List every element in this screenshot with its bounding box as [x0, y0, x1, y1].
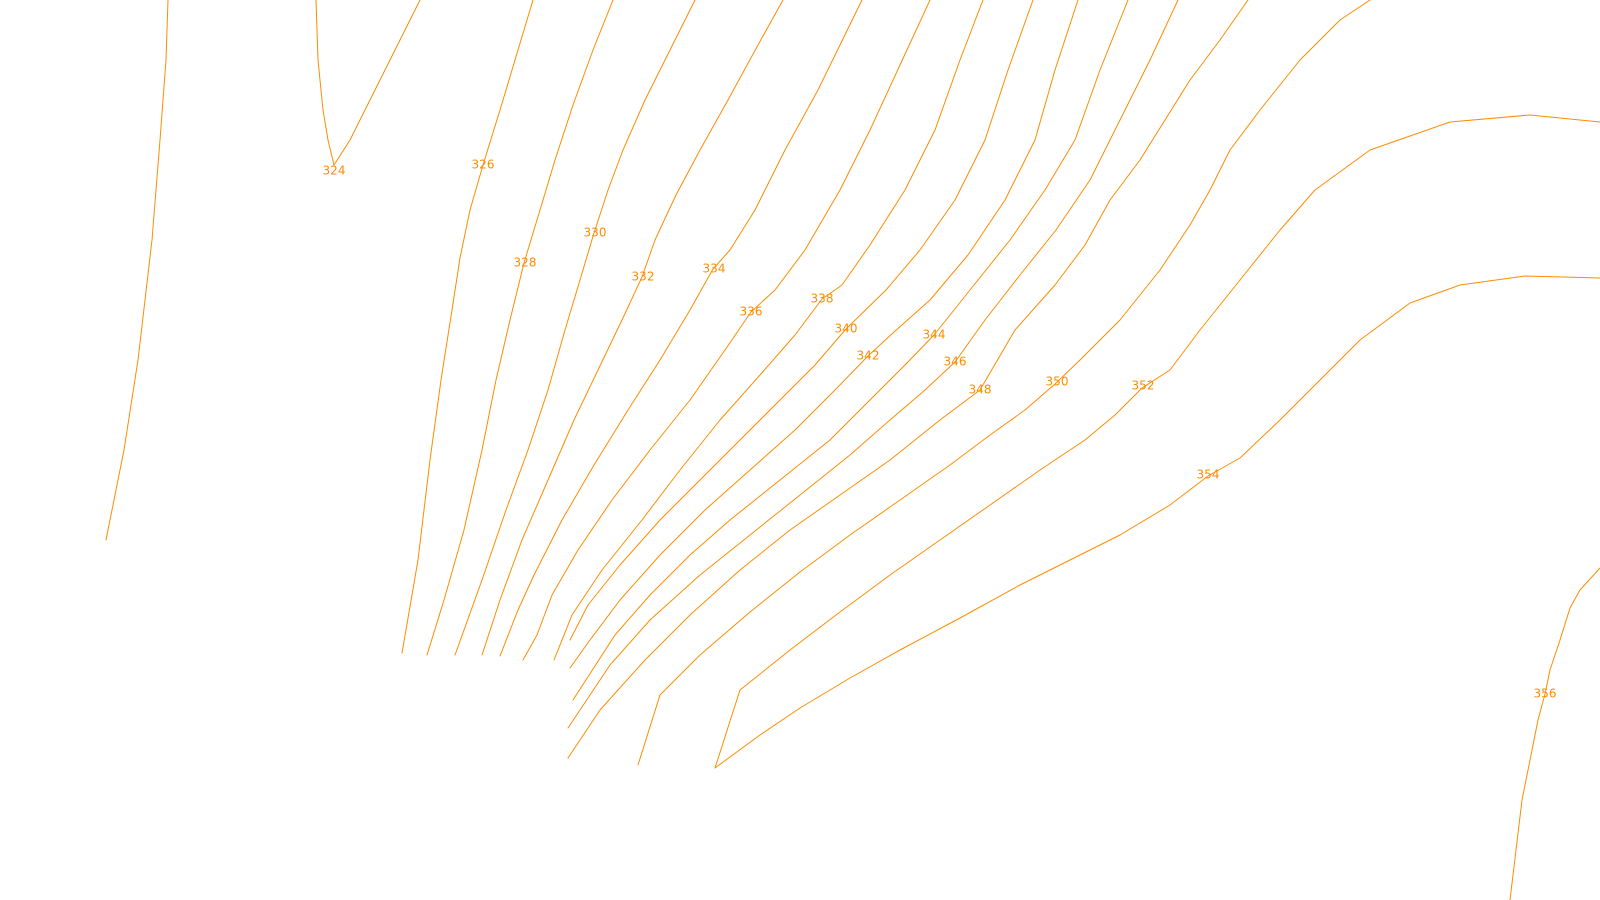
contour-label-326: 326 — [472, 158, 495, 172]
contour-label-344: 344 — [923, 328, 946, 342]
contour-label-334: 334 — [703, 262, 726, 276]
contour-label-356: 356 — [1534, 687, 1557, 701]
contour-line-344 — [572, 0, 1129, 701]
contour-label-340: 340 — [835, 322, 858, 336]
contour-line-338 — [553, 0, 984, 661]
contour-line-324 — [315, 0, 421, 166]
contour-line-350 — [637, 0, 1371, 766]
contour-lines — [105, 0, 1600, 900]
contour-label-350: 350 — [1046, 375, 1069, 389]
contour-line-348 — [567, 0, 1249, 759]
contour-line-332 — [481, 0, 784, 656]
contour-label-354: 354 — [1197, 468, 1220, 482]
contour-line-342 — [569, 0, 1079, 669]
contour-label-324: 324 — [323, 164, 346, 178]
contour-line-330 — [454, 0, 696, 656]
contour-line-346 — [567, 0, 1179, 729]
contour-line-328 — [426, 0, 614, 656]
contour-label-330: 330 — [584, 226, 607, 240]
contour-label-332: 332 — [632, 270, 655, 284]
contour-line-336 — [522, 0, 931, 661]
contour-label-336: 336 — [740, 305, 763, 319]
contour-label-348: 348 — [969, 383, 992, 397]
contour-label-352: 352 — [1132, 379, 1155, 393]
contour-label-328: 328 — [514, 256, 537, 270]
contour-label-338: 338 — [811, 292, 834, 306]
contour-line-340 — [569, 0, 1034, 641]
contour-line-354 — [714, 275, 1600, 769]
contour-line-356 — [1509, 567, 1600, 900]
contour-line-352 — [714, 114, 1600, 769]
contour-line-334 — [499, 0, 863, 657]
contour-label-346: 346 — [944, 355, 967, 369]
contour-line-326 — [401, 0, 534, 654]
contour-label-342: 342 — [857, 349, 880, 363]
contour-line-unlabeled — [105, 0, 169, 541]
